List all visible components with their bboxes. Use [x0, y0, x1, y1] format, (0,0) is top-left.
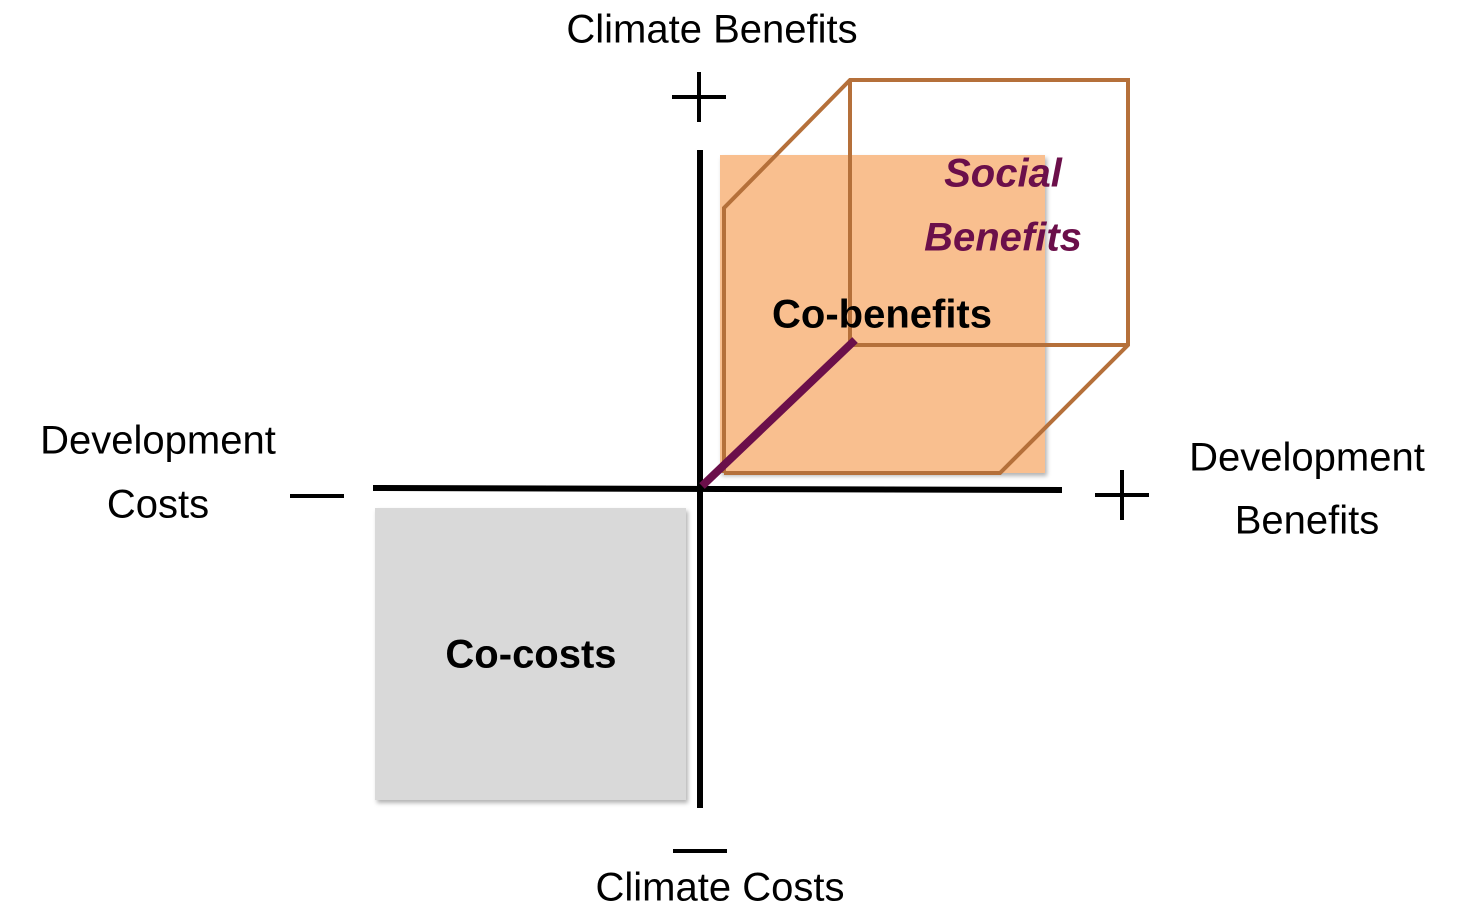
- x-negative-label: Costs: [107, 483, 209, 527]
- cube-label: Social: [944, 152, 1063, 196]
- cube-label: Benefits: [924, 216, 1082, 260]
- x-positive-label: Benefits: [1235, 499, 1380, 543]
- y-positive-label: Climate Benefits: [566, 8, 857, 52]
- social-axis: [699, 337, 858, 489]
- co-benefits-label: Co-benefits: [772, 293, 992, 337]
- x-positive-label: Development: [1189, 436, 1425, 480]
- co-costs-box: [375, 508, 686, 800]
- co-costs-label: Co-costs: [445, 633, 616, 677]
- x-axis: [372, 485, 1063, 493]
- signs: [290, 72, 1149, 853]
- y-negative-label: Climate Costs: [596, 866, 845, 910]
- x-negative-label: Development: [40, 419, 276, 463]
